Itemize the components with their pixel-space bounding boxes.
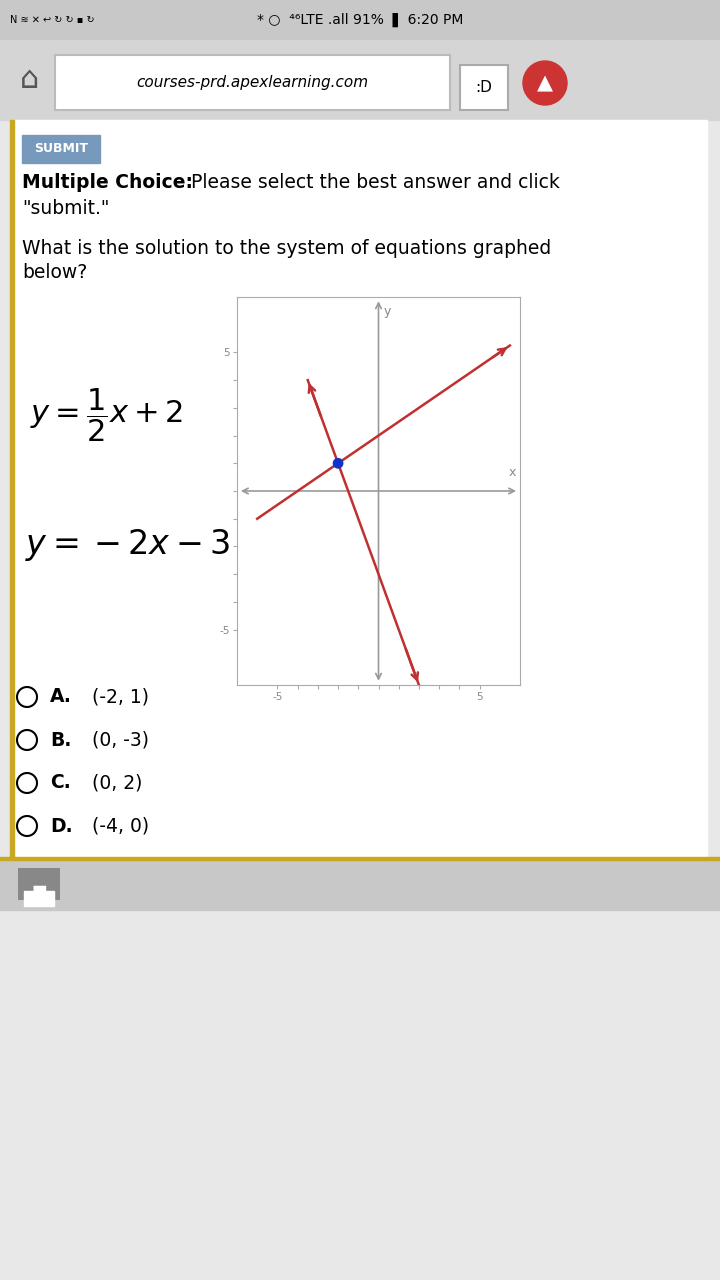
- Text: What is the solution to the system of equations graphed: What is the solution to the system of eq…: [22, 238, 552, 257]
- Text: (-2, 1): (-2, 1): [92, 687, 149, 707]
- Bar: [14, 120, 707, 870]
- Text: SUBMIT: SUBMIT: [34, 142, 88, 155]
- Text: A.: A.: [50, 687, 72, 707]
- Text: C.: C.: [50, 773, 71, 792]
- Bar: [0, 858, 720, 860]
- Text: (0, 2): (0, 2): [92, 773, 143, 792]
- Text: D.: D.: [50, 817, 73, 836]
- Text: courses-prd.apexlearning.com: courses-prd.apexlearning.com: [136, 74, 368, 90]
- Text: B.: B.: [50, 731, 71, 750]
- Text: ⌂: ⌂: [20, 65, 40, 95]
- Circle shape: [523, 61, 567, 105]
- Text: * ○  ⁴⁶LTE .all 91%  ▌ 6:20 PM: * ○ ⁴⁶LTE .all 91% ▌ 6:20 PM: [257, 13, 463, 27]
- Text: Please select the best answer and click: Please select the best answer and click: [185, 174, 560, 192]
- Text: N ≋ ✕ ↩ ↻ ↻ ▪ ↻: N ≋ ✕ ↩ ↻ ↻ ▪ ↻: [10, 15, 94, 26]
- Bar: [55, 55, 450, 110]
- Bar: [18, 868, 60, 900]
- Text: $y = -2x - 3$: $y = -2x - 3$: [25, 527, 230, 563]
- Text: below?: below?: [22, 264, 87, 283]
- Bar: [0, 40, 720, 120]
- Bar: [10, 120, 14, 870]
- Text: :D: :D: [476, 79, 492, 95]
- Text: ▬: ▬: [31, 879, 47, 897]
- Bar: [22, 134, 100, 163]
- Text: y: y: [384, 306, 391, 319]
- Point: [333, 453, 344, 474]
- Bar: [0, 0, 720, 40]
- Bar: [24, 891, 54, 906]
- Text: (0, -3): (0, -3): [92, 731, 149, 750]
- Text: $y = \dfrac{1}{2}x + 2$: $y = \dfrac{1}{2}x + 2$: [30, 387, 184, 444]
- Text: x: x: [508, 466, 516, 479]
- Bar: [0, 910, 720, 1280]
- Text: Multiple Choice:: Multiple Choice:: [22, 174, 193, 192]
- Text: (-4, 0): (-4, 0): [92, 817, 149, 836]
- Bar: [0, 860, 720, 910]
- Text: ▲: ▲: [537, 73, 553, 93]
- Text: "submit.": "submit.": [22, 198, 109, 218]
- Bar: [460, 65, 508, 110]
